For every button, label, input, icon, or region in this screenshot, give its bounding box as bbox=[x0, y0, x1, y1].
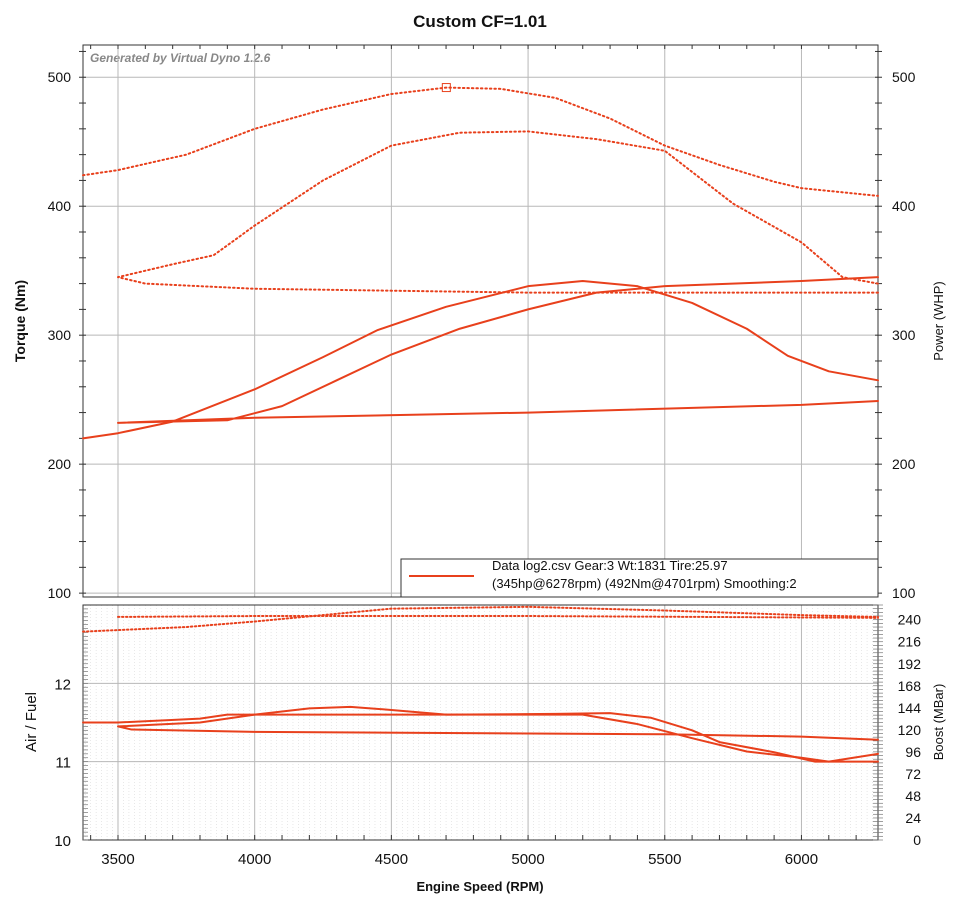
y-tick-label: 400 bbox=[48, 198, 72, 214]
top-plot-frame bbox=[82, 44, 879, 598]
afr-tick-label: 10 bbox=[54, 833, 71, 850]
series-afr-run-b bbox=[116, 705, 879, 763]
boost-tick-label: 168 bbox=[898, 678, 922, 694]
watermark: Generated by Virtual Dyno 1.2.6 bbox=[90, 51, 271, 65]
y2-tick-label: 500 bbox=[892, 69, 916, 85]
x-tick-label: 5000 bbox=[511, 851, 544, 868]
boost-tick-label: 144 bbox=[898, 700, 922, 716]
y-axis-label-boost: Boost (MBar) bbox=[931, 684, 946, 761]
series-boost-run-a bbox=[82, 605, 879, 633]
y2-tick-label: 300 bbox=[892, 327, 916, 343]
x-tick-label: 6000 bbox=[785, 851, 818, 868]
series-boost-run-b bbox=[116, 615, 879, 619]
legend-box bbox=[400, 558, 879, 598]
y2-tick-label: 200 bbox=[892, 456, 916, 472]
peak-torque-marker bbox=[441, 83, 451, 93]
y-axis-label-afr: Air / Fuel bbox=[23, 692, 40, 752]
y-tick-label: 100 bbox=[48, 585, 72, 601]
boost-tick-label: 216 bbox=[898, 634, 922, 650]
x-tick-label: 3500 bbox=[101, 851, 134, 868]
y-axis-label-torque: Torque (Nm) bbox=[12, 280, 28, 362]
y-axis-label-power: Power (WHP) bbox=[931, 281, 946, 360]
series-torque-run-b bbox=[116, 130, 879, 294]
legend-line1: Data log2.csv Gear:3 Wt:1831 Tire:25.97 bbox=[492, 558, 728, 573]
y2-tick-label: 400 bbox=[892, 198, 916, 214]
series-power-run-b bbox=[116, 276, 879, 424]
legend: Data log2.csv Gear:3 Wt:1831 Tire:25.97 … bbox=[400, 558, 879, 598]
y-tick-label: 300 bbox=[48, 327, 72, 343]
boost-tick-label: 96 bbox=[905, 744, 921, 760]
boost-tick-label: 72 bbox=[905, 766, 921, 782]
boost-tick-label: 24 bbox=[905, 810, 921, 826]
x-axis-label: Engine Speed (RPM) bbox=[416, 879, 543, 894]
legend-line2: (345hp@6278rpm) (492Nm@4701rpm) Smoothin… bbox=[492, 576, 797, 591]
afr-tick-label: 11 bbox=[55, 755, 71, 772]
x-tick-label: 5500 bbox=[648, 851, 681, 868]
boost-tick-label: 0 bbox=[913, 832, 921, 848]
boost-tick-label: 192 bbox=[898, 656, 922, 672]
x-tick-label: 4500 bbox=[375, 851, 408, 868]
x-tick-label: 4000 bbox=[238, 851, 271, 868]
boost-tick-label: 120 bbox=[898, 722, 922, 738]
y2-tick-label: 100 bbox=[892, 585, 916, 601]
boost-tick-label: 48 bbox=[905, 788, 921, 804]
y-tick-label: 500 bbox=[48, 69, 72, 85]
y-tick-label: 200 bbox=[48, 456, 72, 472]
afr-tick-label: 12 bbox=[54, 676, 71, 693]
boost-tick-label: 240 bbox=[898, 612, 922, 628]
series-power-run-a bbox=[82, 280, 879, 440]
chart-title: Custom CF=1.01 bbox=[413, 12, 547, 31]
series-torque-run-a bbox=[82, 86, 879, 197]
